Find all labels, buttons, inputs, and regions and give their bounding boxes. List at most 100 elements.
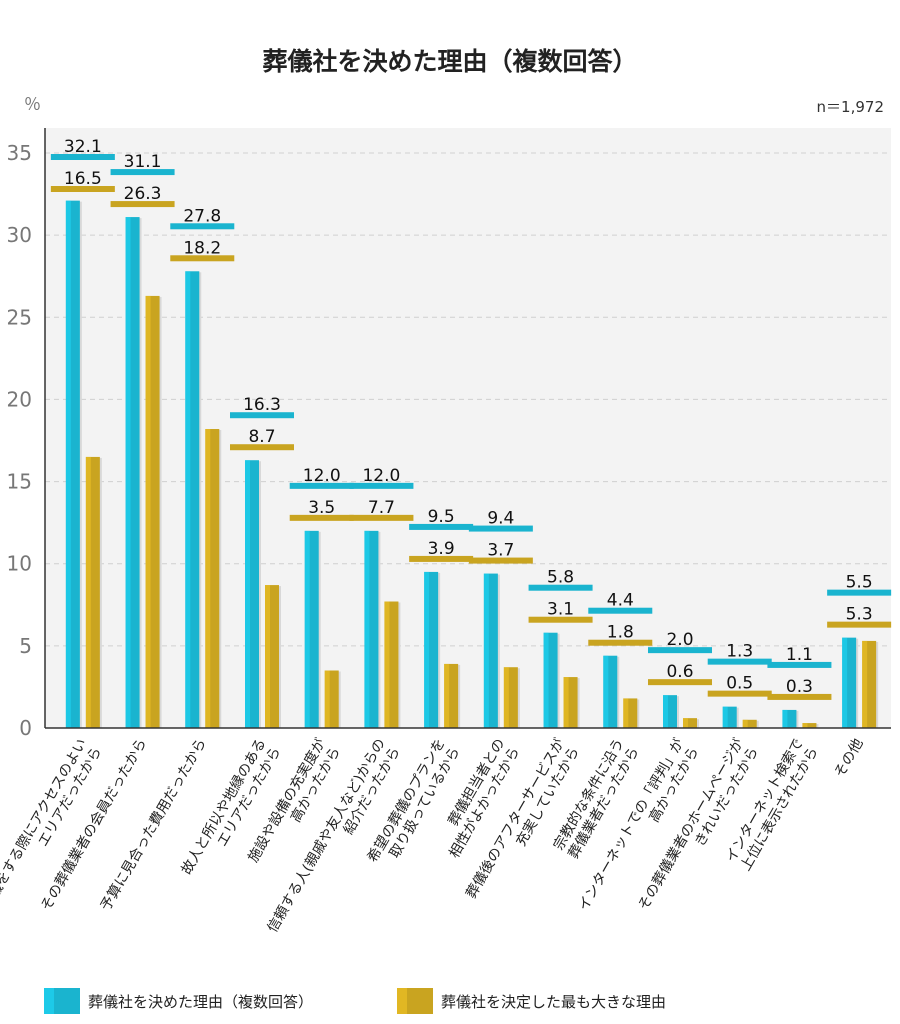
data-label-underline (648, 647, 712, 654)
bar-highlight (145, 295, 151, 728)
data-label: 12.0 (362, 466, 400, 486)
data-label: 16.3 (243, 395, 281, 415)
x-category-label: その他 (832, 736, 867, 780)
x-category-label-line: その他 (832, 736, 867, 780)
sample-size-note: n＝1,972 (817, 98, 884, 116)
bar-highlight (424, 571, 430, 728)
data-label-underline (349, 514, 414, 521)
chart-title: 葬儀社を決めた理由（複数回答） (262, 47, 637, 76)
y-tick-label: 0 (19, 716, 32, 740)
x-category-label-line: 予算に見合った費用だったから (98, 736, 210, 914)
bar-highlight (503, 667, 509, 728)
data-label: 8.7 (248, 427, 275, 447)
data-label: 5.8 (547, 568, 574, 588)
data-label: 9.5 (428, 507, 455, 527)
data-label: 0.6 (666, 662, 693, 682)
data-label: 5.3 (846, 605, 873, 625)
bars (65, 200, 879, 729)
bar-highlight (782, 709, 788, 728)
bar-highlight (563, 677, 569, 728)
data-label-underline (528, 584, 593, 591)
data-label: 3.9 (428, 539, 455, 559)
data-label-underline (110, 201, 175, 208)
data-label-underline (50, 186, 115, 192)
data-labels: 32.1 16.5 31.1 26.3 27.8 18.2 16.3 8.7 12.0 3.5 12… (50, 137, 892, 700)
bar-highlight (65, 200, 71, 729)
data-label-underline (170, 223, 235, 230)
data-label-underline (409, 555, 474, 562)
y-tick-label: 15 (7, 470, 32, 494)
bar-highlight (265, 585, 270, 728)
bar-highlight (742, 719, 748, 728)
bar-highlight (304, 530, 310, 728)
data-label: 3.5 (308, 498, 335, 518)
bar-highlight (384, 601, 390, 728)
bar-highlight (683, 718, 688, 728)
bar-main-reason (742, 719, 757, 728)
y-tick-label: 35 (7, 141, 32, 165)
bar-highlight (185, 271, 191, 728)
bar-highlight (802, 723, 808, 728)
data-label: 7.7 (368, 498, 395, 518)
data-label-underline (468, 525, 533, 532)
y-tick-label: 30 (7, 223, 32, 247)
data-label-underline (110, 169, 175, 176)
data-label: 5.5 (846, 573, 873, 593)
legend: 葬儀社を決めた理由（複数回答） 葬儀社を決定した最も大きな理由 (44, 988, 666, 1014)
data-label: 2.0 (666, 630, 693, 650)
data-label: 31.1 (124, 152, 162, 172)
legend-label: 葬儀社を決めた理由（複数回答） (88, 993, 313, 1011)
bar-highlight (722, 706, 728, 728)
y-ticks: 0 5 10 15 20 25 30 35 (7, 141, 32, 740)
data-label-underline (767, 693, 832, 700)
data-label-underline (767, 661, 832, 668)
data-label-underline (409, 523, 474, 530)
bar-highlight (663, 695, 668, 728)
bar-highlight (125, 217, 131, 729)
bar-main-reason (802, 723, 817, 728)
data-label: 1.8 (607, 623, 634, 643)
plot-area (45, 128, 891, 728)
data-label: 16.5 (64, 169, 102, 189)
data-label: 0.3 (786, 677, 813, 697)
bar-highlight (862, 640, 868, 728)
bar-highlight (444, 663, 450, 728)
data-label: 3.7 (487, 541, 514, 561)
legend-swatch-highlight (44, 988, 54, 1014)
legend-swatch-highlight (397, 988, 407, 1014)
x-category-labels: 葬儀をする際にアクセスのよいエリアだったからその葬儀業者の会員だったから予算に見… (0, 736, 867, 936)
y-axis-unit: ％ (24, 95, 41, 115)
bar-highlight (205, 429, 211, 728)
y-tick-label: 5 (19, 634, 32, 658)
data-label: 3.1 (547, 600, 574, 620)
bar-highlight (85, 456, 91, 728)
data-label: 4.4 (607, 591, 634, 611)
data-label-underline (230, 412, 294, 419)
data-label-underline (289, 482, 354, 489)
bar-highlight (324, 670, 330, 728)
legend-label: 葬儀社を決定した最も大きな理由 (441, 993, 666, 1011)
data-label-underline (468, 557, 533, 564)
data-label: 1.3 (726, 642, 753, 662)
y-tick-label: 20 (7, 387, 32, 411)
bar-highlight (543, 632, 549, 728)
data-label-underline (50, 154, 115, 160)
gridlines (45, 152, 891, 647)
data-label: 0.5 (726, 674, 753, 694)
bar-highlight (603, 655, 609, 728)
data-label-underline (588, 607, 653, 614)
y-tick-label: 10 (7, 552, 32, 576)
data-label-underline (827, 621, 892, 628)
bar-highlight (623, 698, 629, 728)
data-label-underline (289, 514, 354, 521)
data-label-underline (827, 589, 892, 596)
data-label-underline (170, 255, 235, 262)
data-label: 27.8 (183, 206, 221, 226)
data-label-underline (349, 482, 414, 489)
x-category-label: 予算に見合った費用だったから (98, 736, 210, 914)
data-label: 12.0 (303, 466, 341, 486)
data-label: 32.1 (64, 137, 102, 157)
data-label: 18.2 (183, 238, 221, 258)
bar-highlight (364, 530, 370, 728)
